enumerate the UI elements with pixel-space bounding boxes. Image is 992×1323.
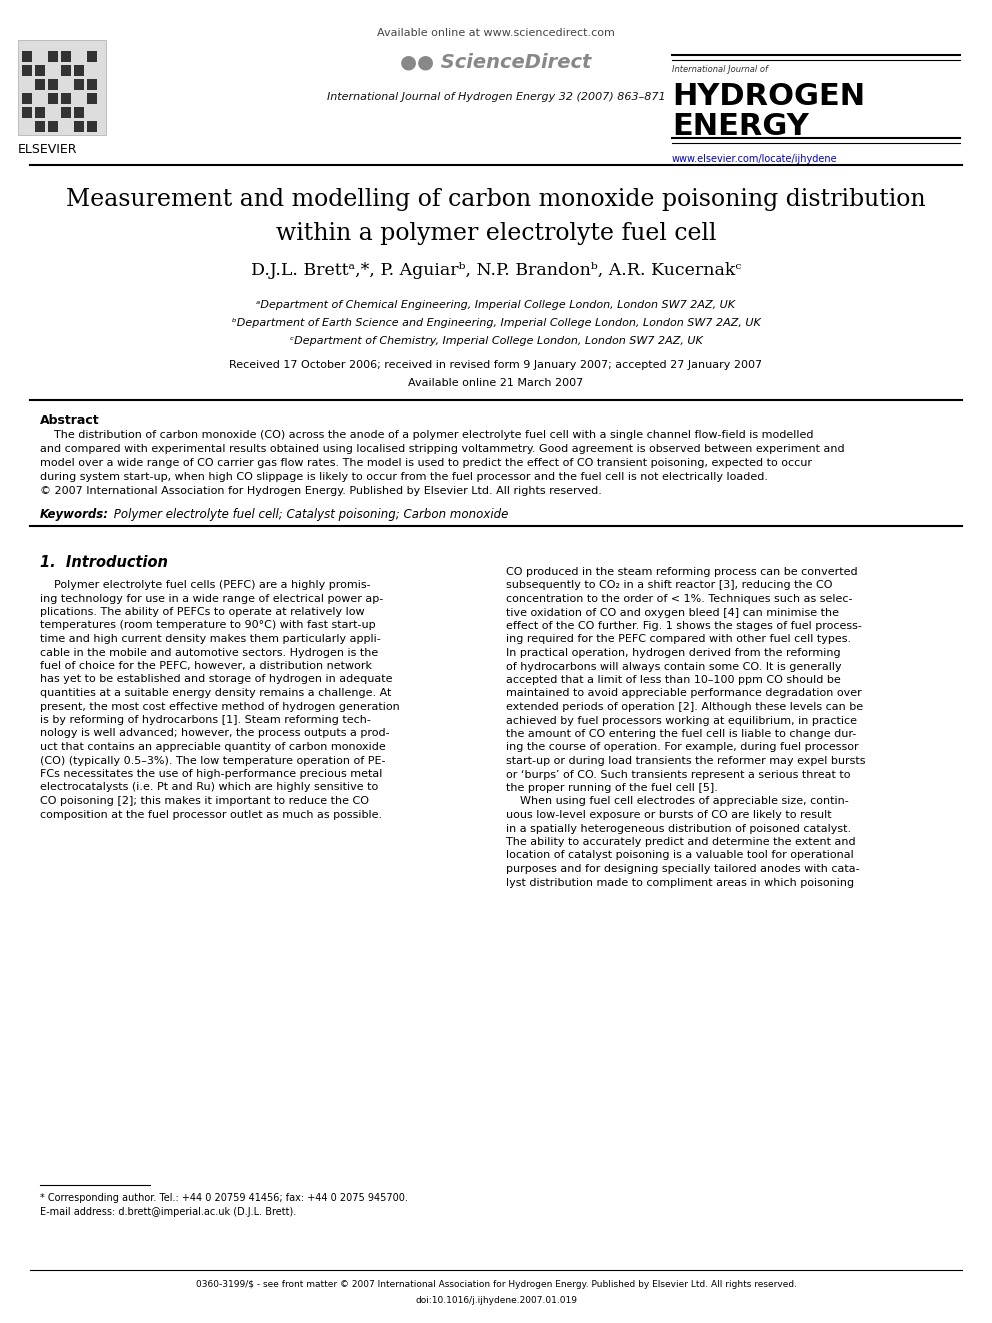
Text: Available online 21 March 2007: Available online 21 March 2007	[409, 378, 583, 388]
Text: lyst distribution made to compliment areas in which poisoning: lyst distribution made to compliment are…	[506, 877, 854, 888]
Text: purposes and for designing specially tailored anodes with cata-: purposes and for designing specially tai…	[506, 864, 860, 875]
Text: within a polymer electrolyte fuel cell: within a polymer electrolyte fuel cell	[276, 222, 716, 245]
Text: electrocatalysts (i.e. Pt and Ru) which are highly sensitive to: electrocatalysts (i.e. Pt and Ru) which …	[40, 782, 378, 792]
Bar	[74, 107, 84, 118]
Text: doi:10.1016/j.ijhydene.2007.01.019: doi:10.1016/j.ijhydene.2007.01.019	[415, 1297, 577, 1304]
Bar	[22, 52, 32, 62]
Text: nology is well advanced; however, the process outputs a prod-: nology is well advanced; however, the pr…	[40, 729, 390, 738]
Text: composition at the fuel processor outlet as much as possible.: composition at the fuel processor outlet…	[40, 810, 382, 819]
Text: CO poisoning [2]; this makes it important to reduce the CO: CO poisoning [2]; this makes it importan…	[40, 796, 369, 806]
Text: In practical operation, hydrogen derived from the reforming: In practical operation, hydrogen derived…	[506, 648, 840, 658]
Text: ENERGY: ENERGY	[672, 112, 808, 142]
Bar	[22, 93, 32, 105]
Bar	[22, 65, 32, 75]
Text: International Journal of Hydrogen Energy 32 (2007) 863–871: International Journal of Hydrogen Energy…	[326, 93, 666, 102]
Text: The distribution of carbon monoxide (CO) across the anode of a polymer electroly: The distribution of carbon monoxide (CO)…	[40, 430, 813, 441]
Text: Measurement and modelling of carbon monoxide poisoning distribution: Measurement and modelling of carbon mono…	[66, 188, 926, 210]
Bar	[48, 52, 58, 62]
Bar	[48, 120, 58, 132]
Text: FCs necessitates the use of high-performance precious metal: FCs necessitates the use of high-perform…	[40, 769, 382, 779]
Text: 1.  Introduction: 1. Introduction	[40, 556, 168, 570]
Text: E-mail address: d.brett@imperial.ac.uk (D.J.L. Brett).: E-mail address: d.brett@imperial.ac.uk (…	[40, 1207, 297, 1217]
Text: (CO) (typically 0.5–3%). The low temperature operation of PE-: (CO) (typically 0.5–3%). The low tempera…	[40, 755, 386, 766]
Text: CO produced in the steam reforming process can be converted: CO produced in the steam reforming proce…	[506, 568, 858, 577]
Text: achieved by fuel processors working at equilibrium, in practice: achieved by fuel processors working at e…	[506, 716, 857, 725]
Text: ing required for the PEFC compared with other fuel cell types.: ing required for the PEFC compared with …	[506, 635, 851, 644]
Text: www.elsevier.com/locate/ijhydene: www.elsevier.com/locate/ijhydene	[672, 153, 837, 164]
Bar	[74, 120, 84, 132]
Bar	[61, 65, 71, 75]
Text: of hydrocarbons will always contain some CO. It is generally: of hydrocarbons will always contain some…	[506, 662, 841, 672]
Text: Keywords:: Keywords:	[40, 508, 109, 521]
Bar	[61, 52, 71, 62]
Bar	[61, 93, 71, 105]
Text: temperatures (room temperature to 90°C) with fast start-up: temperatures (room temperature to 90°C) …	[40, 620, 376, 631]
Text: the amount of CO entering the fuel cell is liable to change dur-: the amount of CO entering the fuel cell …	[506, 729, 856, 740]
Bar	[48, 79, 58, 90]
Text: is by reforming of hydrocarbons [1]. Steam reforming tech-: is by reforming of hydrocarbons [1]. Ste…	[40, 714, 371, 725]
Text: uct that contains an appreciable quantity of carbon monoxide: uct that contains an appreciable quantit…	[40, 742, 386, 751]
Text: fuel of choice for the PEFC, however, a distribution network: fuel of choice for the PEFC, however, a …	[40, 662, 372, 671]
Text: during system start-up, when high CO slippage is likely to occur from the fuel p: during system start-up, when high CO sli…	[40, 472, 768, 482]
Bar	[35, 107, 45, 118]
Text: D.J.L. Brettᵃ,*, P. Aguiarᵇ, N.P. Brandonᵇ, A.R. Kucernakᶜ: D.J.L. Brettᵃ,*, P. Aguiarᵇ, N.P. Brando…	[251, 262, 741, 279]
Bar	[87, 120, 97, 132]
Text: in a spatially heterogeneous distribution of poisoned catalyst.: in a spatially heterogeneous distributio…	[506, 823, 851, 833]
Text: maintained to avoid appreciable performance degradation over: maintained to avoid appreciable performa…	[506, 688, 862, 699]
Text: present, the most cost effective method of hydrogen generation: present, the most cost effective method …	[40, 701, 400, 712]
Text: International Journal of: International Journal of	[672, 65, 768, 74]
Text: and compared with experimental results obtained using localised stripping voltam: and compared with experimental results o…	[40, 445, 844, 454]
Bar	[48, 93, 58, 105]
Text: the proper running of the fuel cell [5].: the proper running of the fuel cell [5].	[506, 783, 718, 792]
Text: When using fuel cell electrodes of appreciable size, contin-: When using fuel cell electrodes of appre…	[506, 796, 849, 807]
Text: * Corresponding author. Tel.: +44 0 20759 41456; fax: +44 0 2075 945700.: * Corresponding author. Tel.: +44 0 2075…	[40, 1193, 408, 1203]
Bar	[74, 79, 84, 90]
Text: concentration to the order of < 1%. Techniques such as selec-: concentration to the order of < 1%. Tech…	[506, 594, 852, 605]
Text: ELSEVIER: ELSEVIER	[18, 143, 77, 156]
Text: or ‘burps’ of CO. Such transients represent a serious threat to: or ‘burps’ of CO. Such transients repres…	[506, 770, 850, 779]
Text: HYDROGEN: HYDROGEN	[672, 82, 865, 111]
Text: Available online at www.sciencedirect.com: Available online at www.sciencedirect.co…	[377, 28, 615, 38]
Text: location of catalyst poisoning is a valuable tool for operational: location of catalyst poisoning is a valu…	[506, 851, 854, 860]
Text: 0360-3199/$ - see front matter © 2007 International Association for Hydrogen Ene: 0360-3199/$ - see front matter © 2007 In…	[195, 1279, 797, 1289]
Text: extended periods of operation [2]. Although these levels can be: extended periods of operation [2]. Altho…	[506, 703, 863, 712]
Text: ᵃDepartment of Chemical Engineering, Imperial College London, London SW7 2AZ, UK: ᵃDepartment of Chemical Engineering, Imp…	[257, 300, 735, 310]
Text: ing technology for use in a wide range of electrical power ap-: ing technology for use in a wide range o…	[40, 594, 383, 603]
Bar	[35, 120, 45, 132]
Text: tive oxidation of CO and oxygen bleed [4] can minimise the: tive oxidation of CO and oxygen bleed [4…	[506, 607, 839, 618]
Text: subsequently to CO₂ in a shift reactor [3], reducing the CO: subsequently to CO₂ in a shift reactor […	[506, 581, 832, 590]
Text: cable in the mobile and automotive sectors. Hydrogen is the: cable in the mobile and automotive secto…	[40, 647, 378, 658]
Text: ᵇDepartment of Earth Science and Engineering, Imperial College London, London SW: ᵇDepartment of Earth Science and Enginee…	[231, 318, 761, 328]
Bar	[35, 65, 45, 75]
Text: effect of the CO further. Fig. 1 shows the stages of fuel process-: effect of the CO further. Fig. 1 shows t…	[506, 620, 862, 631]
Text: time and high current density makes them particularly appli-: time and high current density makes them…	[40, 634, 381, 644]
Text: Polymer electrolyte fuel cells (PEFC) are a highly promis-: Polymer electrolyte fuel cells (PEFC) ar…	[40, 579, 371, 590]
Text: has yet to be established and storage of hydrogen in adequate: has yet to be established and storage of…	[40, 675, 393, 684]
Bar	[87, 52, 97, 62]
Text: ing the course of operation. For example, during fuel processor: ing the course of operation. For example…	[506, 742, 859, 753]
Text: quantities at a suitable energy density remains a challenge. At: quantities at a suitable energy density …	[40, 688, 392, 699]
Bar	[18, 40, 106, 135]
Text: Abstract: Abstract	[40, 414, 99, 427]
Text: Polymer electrolyte fuel cell; Catalyst poisoning; Carbon monoxide: Polymer electrolyte fuel cell; Catalyst …	[110, 508, 508, 521]
Text: plications. The ability of PEFCs to operate at relatively low: plications. The ability of PEFCs to oper…	[40, 607, 365, 617]
Text: model over a wide range of CO carrier gas flow rates. The model is used to predi: model over a wide range of CO carrier ga…	[40, 458, 812, 468]
Text: Received 17 October 2006; received in revised form 9 January 2007; accepted 27 J: Received 17 October 2006; received in re…	[229, 360, 763, 370]
Text: start-up or during load transients the reformer may expel bursts: start-up or during load transients the r…	[506, 755, 865, 766]
Text: accepted that a limit of less than 10–100 ppm CO should be: accepted that a limit of less than 10–10…	[506, 675, 841, 685]
Text: uous low-level exposure or bursts of CO are likely to result: uous low-level exposure or bursts of CO …	[506, 810, 831, 820]
Bar	[87, 93, 97, 105]
Bar	[61, 107, 71, 118]
Bar	[35, 79, 45, 90]
Bar	[87, 79, 97, 90]
Bar	[22, 107, 32, 118]
Text: © 2007 International Association for Hydrogen Energy. Published by Elsevier Ltd.: © 2007 International Association for Hyd…	[40, 486, 602, 496]
Text: The ability to accurately predict and determine the extent and: The ability to accurately predict and de…	[506, 837, 856, 847]
Text: ᶜDepartment of Chemistry, Imperial College London, London SW7 2AZ, UK: ᶜDepartment of Chemistry, Imperial Colle…	[290, 336, 702, 347]
Text: ●● ScienceDirect: ●● ScienceDirect	[401, 52, 591, 71]
Bar	[74, 65, 84, 75]
